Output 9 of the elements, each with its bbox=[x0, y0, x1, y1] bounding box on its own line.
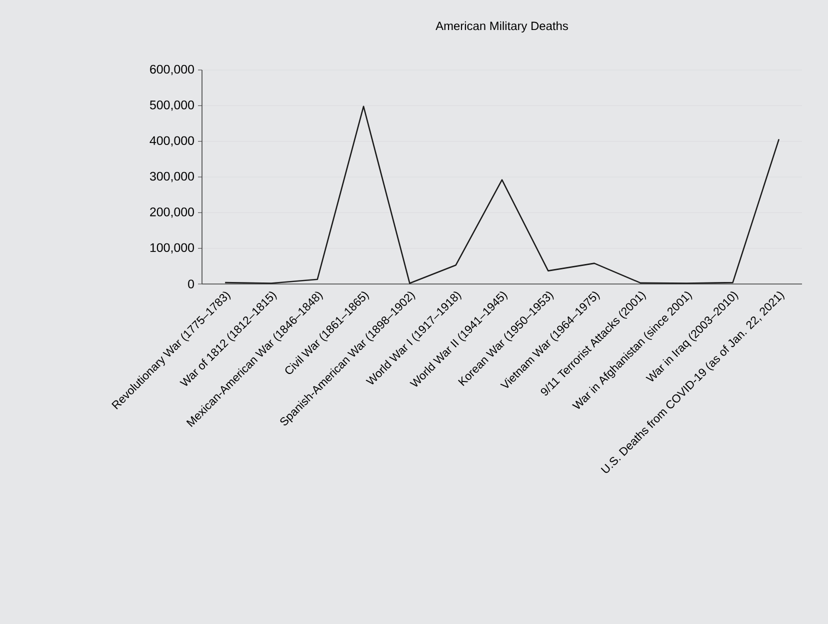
y-tick-label: 300,000 bbox=[150, 172, 194, 182]
chart-title: American Military Deaths bbox=[436, 21, 568, 32]
y-tick-label: 500,000 bbox=[150, 100, 194, 111]
y-tick-label: 100,000 bbox=[150, 243, 194, 254]
y-tick-label: 0 bbox=[188, 280, 194, 288]
y-tick-label: 200,000 bbox=[150, 208, 194, 218]
y-tick-label: 400,000 bbox=[150, 136, 194, 146]
line-series bbox=[224, 106, 780, 284]
y-tick-label: 600,000 bbox=[150, 64, 194, 76]
